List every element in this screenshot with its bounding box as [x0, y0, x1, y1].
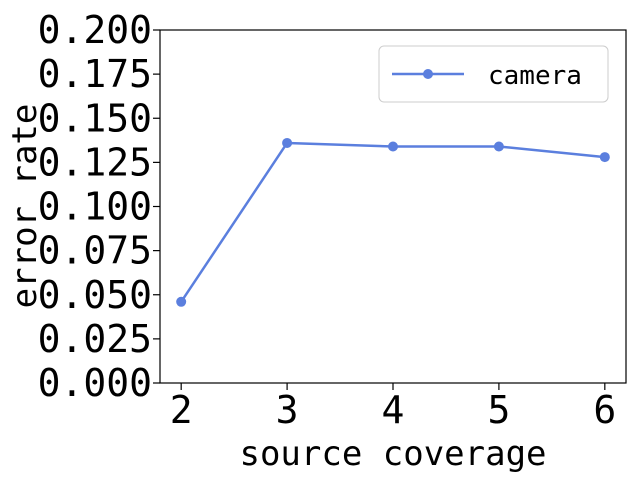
legend-label-camera: camera	[488, 61, 582, 91]
y-axis-label: error rate	[5, 104, 45, 309]
data-point	[282, 137, 293, 148]
y-tick-label: 0.175	[38, 52, 152, 96]
x-tick-label: 3	[276, 388, 299, 432]
series-layer	[176, 137, 610, 307]
data-point	[388, 141, 398, 152]
x-axis-label: source coverage	[239, 434, 546, 474]
y-axis-ticks: 0.0000.0250.0500.0750.1000.1250.1500.175…	[38, 8, 160, 405]
y-tick-label: 0.150	[38, 96, 152, 140]
legend-marker	[423, 69, 433, 79]
y-tick-label: 0.200	[38, 8, 152, 52]
data-point	[599, 152, 610, 163]
x-tick-label: 5	[487, 388, 510, 432]
x-tick-label: 4	[382, 388, 405, 432]
x-tick-label: 2	[170, 388, 193, 432]
x-tick-label: 6	[593, 388, 616, 432]
y-tick-label: 0.100	[38, 185, 152, 229]
y-tick-label: 0.125	[38, 140, 152, 184]
x-axis-ticks: 2 3 4 5 6	[170, 383, 616, 432]
y-tick-label: 0.050	[38, 273, 152, 317]
legend: camera	[378, 45, 609, 103]
legend-box	[378, 45, 609, 103]
data-point	[176, 296, 187, 307]
data-point	[493, 141, 504, 152]
y-tick-label: 0.000	[38, 361, 152, 405]
y-tick-label: 0.025	[38, 317, 152, 361]
y-tick-label: 0.075	[38, 229, 152, 273]
